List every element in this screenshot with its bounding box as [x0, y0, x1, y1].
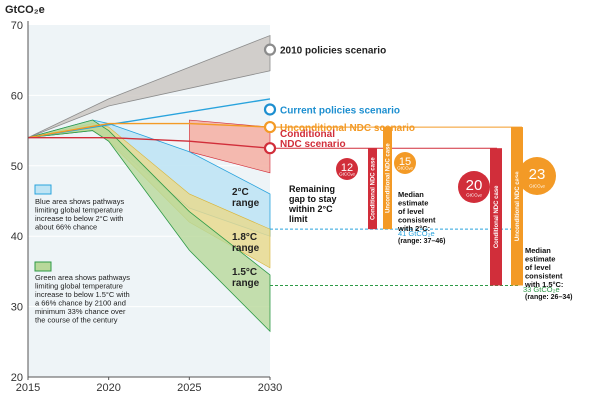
y-axis-title: GtCO₂e	[5, 4, 45, 16]
scenario-label: Current policies scenario	[280, 105, 400, 116]
gap-value: 23	[529, 166, 546, 183]
scenario-areas	[27, 25, 271, 377]
y-tick-label: 50	[11, 161, 23, 173]
median-1-5c-text: Median estimate of level consistent with 1.5…	[524, 246, 563, 289]
gap-value: 20	[466, 177, 483, 194]
scenario-marker	[263, 142, 277, 155]
gap-bar-label: Unconditional NDC case	[515, 171, 521, 241]
median-2c-value: 41 GtCO₂e	[398, 229, 435, 238]
gap-unit: GtCO₂e	[339, 172, 355, 177]
legend-blue-swatch	[34, 184, 52, 195]
y-tick-label: 70	[11, 20, 23, 32]
gap-bar-label: Unconditional NDC case	[385, 143, 391, 213]
gap-circle	[518, 157, 556, 195]
gap-circle	[336, 158, 358, 180]
gap-bar	[368, 148, 377, 230]
gap-bar	[511, 127, 523, 286]
gap-unit: GtCO₂e	[397, 166, 413, 171]
scenario-label: Conditional NDC scenario	[280, 129, 346, 150]
legend-green-text: Green area shows pathways limiting global…	[35, 273, 130, 325]
gap-value: 12	[341, 162, 353, 174]
gap-title: Remaining gap to stay within 2°C limit	[288, 184, 337, 224]
y-tick-label: 20	[11, 372, 23, 384]
median-1-5c-value: 33 GtCO₂e	[523, 285, 560, 294]
range-label-2c: 2°C range	[232, 187, 260, 209]
median-2c-range: (range: 37–46)	[398, 238, 445, 245]
scenario-label: 2010 policies scenario	[280, 46, 386, 57]
y-tick-label: 60	[11, 90, 23, 102]
median-2c-text: Median estimate of level consistent with 2°C…	[397, 190, 436, 233]
y-tick-label: 30	[11, 302, 23, 314]
legend-green-swatch	[34, 261, 52, 272]
gap-bar	[383, 127, 392, 230]
x-tick-label: 2030	[258, 382, 282, 394]
range-label-1-5c: 1.5°C range	[232, 267, 260, 289]
gap-bar-label: Conditional NDC case	[494, 185, 500, 248]
scenario-label: Unconditional NDC scenario	[280, 123, 415, 134]
gap-value: 15	[399, 156, 411, 168]
gap-unit: GtCO₂e	[529, 183, 545, 188]
y-tick-label: 40	[11, 231, 23, 243]
scenario-marker	[263, 103, 277, 116]
legend-blue-text: Blue area shows pathways limiting global …	[35, 197, 124, 232]
x-tick-label: 2015	[16, 382, 40, 394]
range-label-1-8c: 1.8°C range	[232, 232, 260, 254]
scenario-line-3	[28, 136, 271, 149]
gap-circle	[394, 152, 416, 174]
gap-bar	[490, 148, 502, 286]
scenario-line-2	[27, 122, 271, 139]
scenario-marker	[263, 120, 277, 134]
annotations: 2010 policies scenario Current policies s…	[34, 43, 572, 325]
x-tick-label: 2020	[96, 382, 120, 394]
x-tick-label: 2025	[177, 382, 201, 394]
median-1-5c-range: (range: 26–34)	[525, 294, 572, 301]
gap-bar-label: Conditional NDC case	[370, 157, 376, 220]
scenario-marker	[263, 43, 277, 56]
gap-unit: GtCO₂e	[466, 193, 482, 198]
gap-circle	[458, 171, 490, 203]
